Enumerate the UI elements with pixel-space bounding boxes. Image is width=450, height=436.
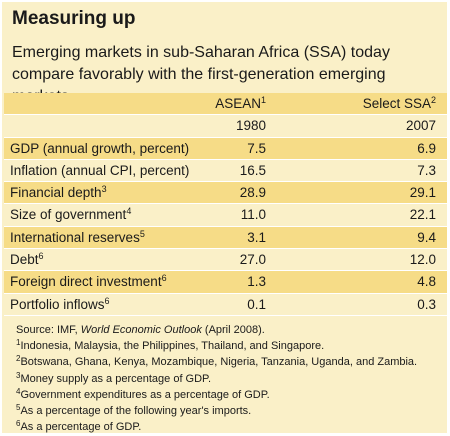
- table-row: Financial depth3 28.9 29.1: [4, 182, 447, 205]
- value-asean: 0.1: [247, 296, 266, 312]
- table-row: GDP (annual growth, percent) 7.5 6.9: [4, 137, 447, 160]
- value-ssa: 0.3: [417, 296, 436, 312]
- table-row: Size of government4 11.0 22.1: [4, 204, 447, 227]
- footnote-item: 2Botswana, Ghana, Kenya, Mozambique, Nig…: [16, 354, 418, 369]
- row-label: Foreign direct investment6: [10, 273, 167, 290]
- row-label: Size of government4: [10, 206, 132, 223]
- value-asean: 16.5: [239, 162, 266, 178]
- table-row: International reserves5 3.1 9.4: [4, 226, 447, 250]
- column-header-ssa: Select SSA2: [362, 95, 436, 112]
- footnote-item: 3Money supply as a percentage of GDP.: [16, 370, 212, 385]
- footnote-item: 6As a percentage of GDP.: [16, 419, 142, 434]
- year-ssa: 2007: [405, 118, 436, 134]
- comparison-table: ASEAN1 Select SSA2 1980 2007 GDP (annual…: [4, 93, 447, 316]
- footnote-item: 1Indonesia, Malaysia, the Philippines, T…: [16, 338, 325, 353]
- table-row: Inflation (annual CPI, percent) 16.5 7.3: [4, 159, 447, 183]
- table-row: Debt6 27.0 12.0: [4, 249, 447, 272]
- source-note: Source: IMF, World Economic Outlook (Apr…: [16, 324, 265, 336]
- value-ssa: 12.0: [409, 252, 436, 268]
- table-year-row: 1980 2007: [4, 115, 447, 138]
- value-ssa: 29.1: [409, 185, 436, 201]
- table-header-row: ASEAN1 Select SSA2: [4, 93, 447, 116]
- table-row: Foreign direct investment6 1.3 4.8: [4, 271, 447, 294]
- value-asean: 28.9: [239, 185, 266, 201]
- figure-title: Measuring up: [12, 8, 136, 29]
- value-ssa: 7.3: [417, 162, 436, 178]
- value-asean: 1.3: [247, 274, 266, 290]
- value-ssa: 22.1: [409, 207, 436, 223]
- row-label: Financial depth3: [10, 184, 107, 201]
- row-label: Inflation (annual CPI, percent): [10, 162, 190, 178]
- year-asean: 1980: [235, 118, 266, 134]
- value-asean: 3.1: [247, 229, 266, 245]
- figure-panel: Measuring up Emerging markets in sub-Sah…: [2, 2, 447, 433]
- value-asean: 11.0: [240, 207, 266, 223]
- footnote-list: 1Indonesia, Malaysia, the Philippines, T…: [16, 338, 441, 435]
- row-label: Portfolio inflows6: [10, 295, 110, 312]
- value-ssa: 9.4: [417, 229, 436, 245]
- value-asean: 27.0: [239, 252, 266, 268]
- table-row: Portfolio inflows6 0.1 0.3: [4, 293, 447, 316]
- footnote-item: 4Government expenditures as a percentage…: [16, 386, 270, 401]
- value-asean: 7.5: [247, 140, 266, 156]
- value-ssa: 6.9: [417, 140, 436, 156]
- row-label: GDP (annual growth, percent): [10, 140, 190, 156]
- column-header-asean: ASEAN1: [215, 95, 266, 112]
- footnotes: Source: IMF, World Economic Outlook (Apr…: [16, 322, 441, 435]
- footnote-item: 5As a percentage of the following year's…: [16, 403, 252, 418]
- row-label: International reserves5: [10, 228, 145, 245]
- row-label: Debt6: [10, 251, 44, 268]
- value-ssa: 4.8: [417, 274, 436, 290]
- table-body: GDP (annual growth, percent) 7.5 6.9 Inflat…: [4, 137, 447, 316]
